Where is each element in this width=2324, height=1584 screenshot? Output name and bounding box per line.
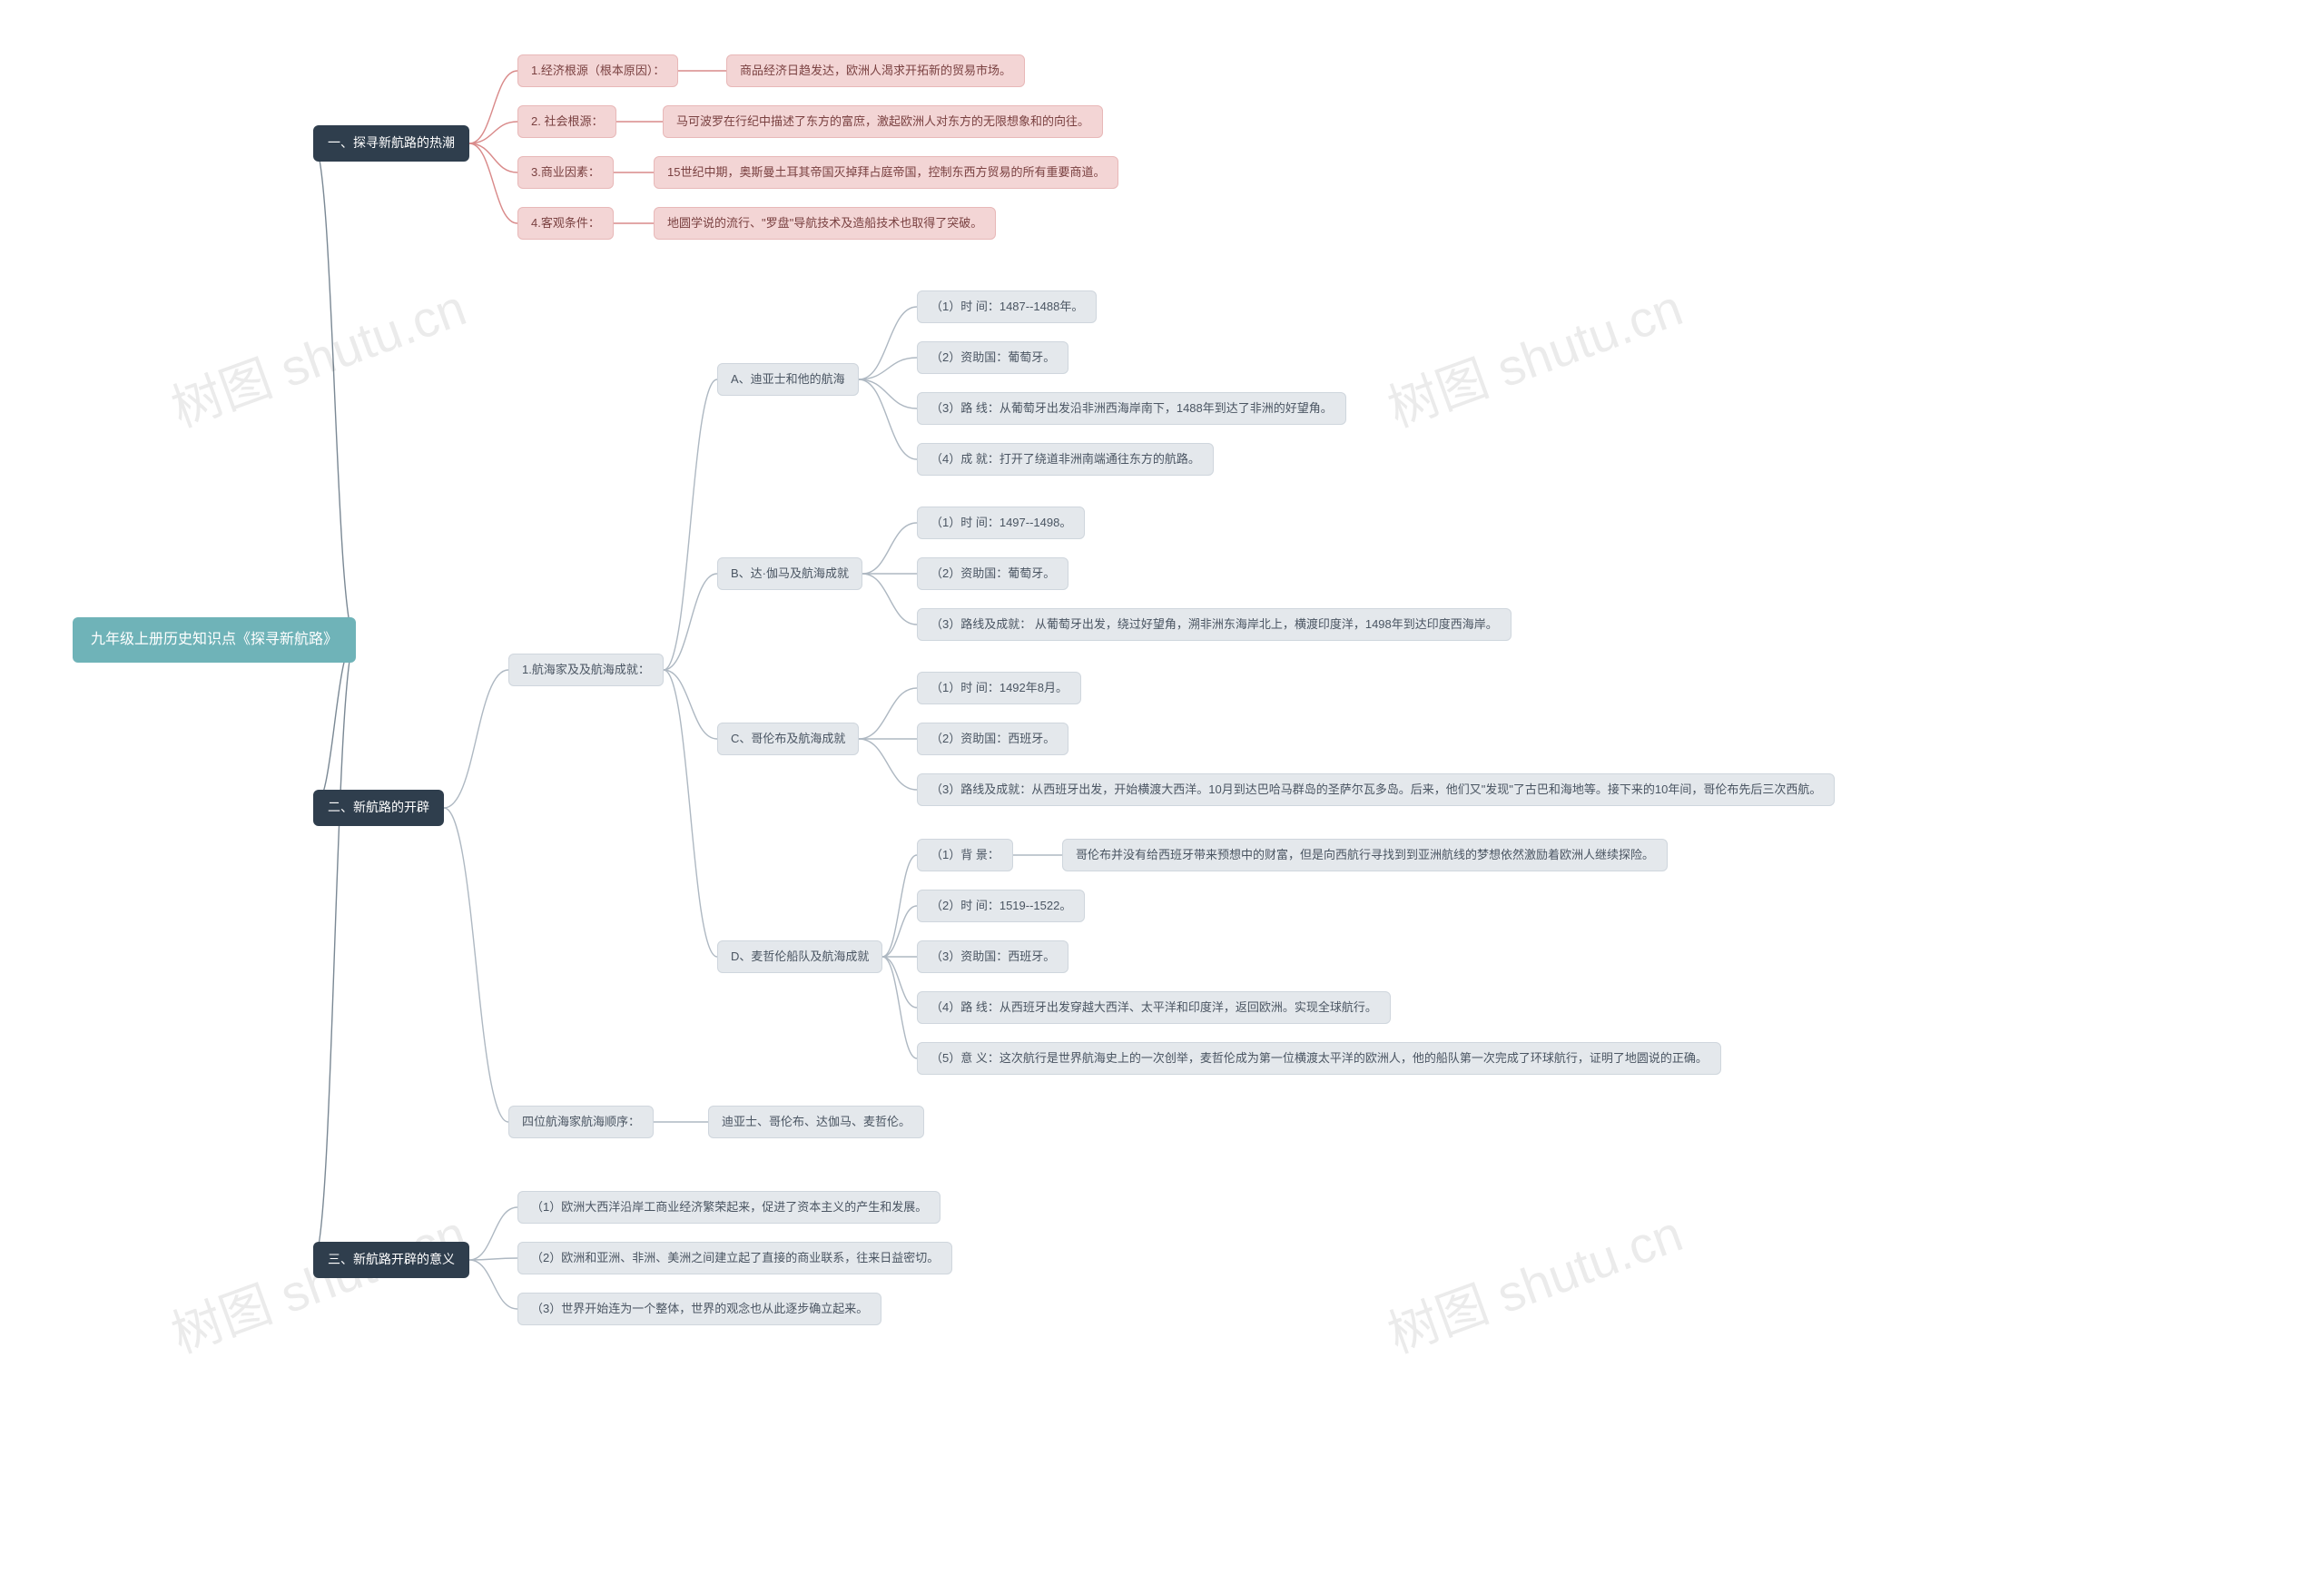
- mindmap-node: （2）资助国：葡萄牙。: [917, 341, 1068, 374]
- mindmap-node: （3）世界开始连为一个整体，世界的观念也从此逐步确立起来。: [517, 1293, 881, 1325]
- mindmap-node: 马可波罗在行纪中描述了东方的富庶，激起欧洲人对东方的无限想象和的向往。: [663, 105, 1103, 138]
- mindmap-node: 迪亚士、哥伦布、达伽马、麦哲伦。: [708, 1106, 924, 1138]
- mindmap-node: 3.商业因素：: [517, 156, 614, 189]
- watermark: 树图 shutu.cn: [1376, 1193, 1691, 1367]
- mindmap-node: （1）欧洲大西洋沿岸工商业经济繁荣起来，促进了资本主义的产生和发展。: [517, 1191, 940, 1224]
- mindmap-node: D、麦哲伦船队及航海成就: [717, 940, 882, 973]
- mindmap-node: （1）背 景：: [917, 839, 1013, 871]
- mindmap-node: （2）欧洲和亚洲、非洲、美洲之间建立起了直接的商业联系，往来日益密切。: [517, 1242, 952, 1274]
- section-node: 二、新航路的开辟: [313, 790, 444, 826]
- mindmap-node: （3）路线及成就：从西班牙出发，开始横渡大西洋。10月到达巴哈马群岛的圣萨尔瓦多…: [917, 773, 1835, 806]
- watermark: 树图 shutu.cn: [160, 267, 475, 441]
- mindmap-node: （1）时 间：1492年8月。: [917, 672, 1081, 704]
- mindmap-node: （1）时 间：1497--1498。: [917, 507, 1085, 539]
- mindmap-node: B、达·伽马及航海成就: [717, 557, 862, 590]
- mindmap-node: 2. 社会根源：: [517, 105, 616, 138]
- watermark: 树图 shutu.cn: [160, 1193, 475, 1367]
- mindmap-node: （3）路 线：从葡萄牙出发沿非洲西海岸南下，1488年到达了非洲的好望角。: [917, 392, 1346, 425]
- mindmap-node: C、哥伦布及航海成就: [717, 723, 859, 755]
- mindmap-node: 商品经济日趋发达，欧洲人渴求开拓新的贸易市场。: [726, 54, 1025, 87]
- mindmap-node: （2）资助国：葡萄牙。: [917, 557, 1068, 590]
- mindmap-node: 四位航海家航海顺序：: [508, 1106, 654, 1138]
- mindmap-node: （3）资助国：西班牙。: [917, 940, 1068, 973]
- watermark: 树图 shutu.cn: [1376, 267, 1691, 441]
- mindmap-node: 4.客观条件：: [517, 207, 614, 240]
- mindmap-node: 1.经济根源（根本原因）：: [517, 54, 678, 87]
- mindmap-node: 哥伦布并没有给西班牙带来预想中的财富，但是向西航行寻找到到亚洲航线的梦想依然激励…: [1062, 839, 1668, 871]
- root-node: 九年级上册历史知识点《探寻新航路》: [73, 617, 356, 663]
- mindmap-node: （3）路线及成就： 从葡萄牙出发，绕过好望角，溯非洲东海岸北上，横渡印度洋，14…: [917, 608, 1512, 641]
- mindmap-node: （5）意 义：这次航行是世界航海史上的一次创举，麦哲伦成为第一位横渡太平洋的欧洲…: [917, 1042, 1721, 1075]
- section-node: 一、探寻新航路的热潮: [313, 125, 469, 162]
- mindmap-node: （2）时 间：1519--1522。: [917, 890, 1085, 922]
- mindmap-node: （4）路 线：从西班牙出发穿越大西洋、太平洋和印度洋，返回欧洲。实现全球航行。: [917, 991, 1391, 1024]
- mindmap-node: （1）时 间：1487--1488年。: [917, 290, 1097, 323]
- mindmap-node: 15世纪中期，奥斯曼土耳其帝国灭掉拜占庭帝国，控制东西方贸易的所有重要商道。: [654, 156, 1118, 189]
- section-node: 三、新航路开辟的意义: [313, 1242, 469, 1278]
- mindmap-node: 地圆学说的流行、"罗盘"导航技术及造船技术也取得了突破。: [654, 207, 996, 240]
- mindmap-node: 1.航海家及及航海成就：: [508, 654, 664, 686]
- mindmap-node: A、迪亚士和他的航海: [717, 363, 859, 396]
- mindmap-node: （4）成 就：打开了绕道非洲南端通往东方的航路。: [917, 443, 1214, 476]
- mindmap-node: （2）资助国：西班牙。: [917, 723, 1068, 755]
